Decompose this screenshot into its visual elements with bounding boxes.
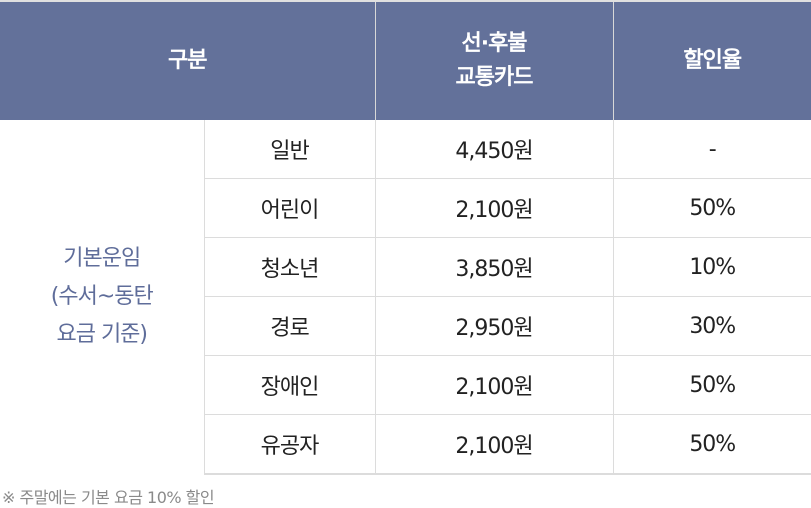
fare: 2,100원 — [374, 178, 614, 238]
table-row: 청소년 3,850원 10% — [0, 237, 811, 297]
passenger-type: 어린이 — [203, 178, 376, 238]
fare: 2,100원 — [374, 414, 614, 475]
passenger-type: 청소년 — [203, 237, 376, 297]
group-line1: 기본운임 — [63, 246, 141, 271]
table-row: 경로 2,950원 30% — [0, 296, 811, 356]
fare: 4,450원 — [374, 120, 614, 179]
group-line2: (수서~동탄 — [50, 284, 154, 309]
table-row: 어린이 2,100원 50% — [0, 178, 811, 238]
header-card-line2: 교통카드 — [455, 65, 534, 90]
fare: 2,950원 — [374, 296, 614, 356]
discount-rate: 50% — [612, 178, 811, 238]
passenger-type: 일반 — [203, 120, 376, 179]
discount-rate: 50% — [612, 355, 811, 415]
discount-rate: 10% — [612, 237, 811, 297]
header-category: 구분 — [0, 2, 376, 120]
top-border — [0, 0, 811, 2]
passenger-type: 장애인 — [203, 355, 376, 415]
fare: 3,850원 — [374, 237, 614, 297]
passenger-type: 경로 — [203, 296, 376, 356]
header-card-line1: 선·후불 — [461, 31, 527, 56]
header-discount: 할인율 — [612, 2, 811, 120]
table-row: 장애인 2,100원 50% — [0, 355, 811, 415]
passenger-type: 유공자 — [203, 414, 376, 475]
footnote: ※ 주말에는 기본 요금 10% 할인 — [2, 488, 215, 507]
discount-rate: 50% — [612, 414, 811, 475]
group-line3: 요금 기준) — [56, 322, 148, 347]
fare: 2,100원 — [374, 355, 614, 415]
table-row: 유공자 2,100원 50% — [0, 414, 811, 475]
discount-rate: - — [612, 120, 811, 179]
discount-rate: 30% — [612, 296, 811, 356]
